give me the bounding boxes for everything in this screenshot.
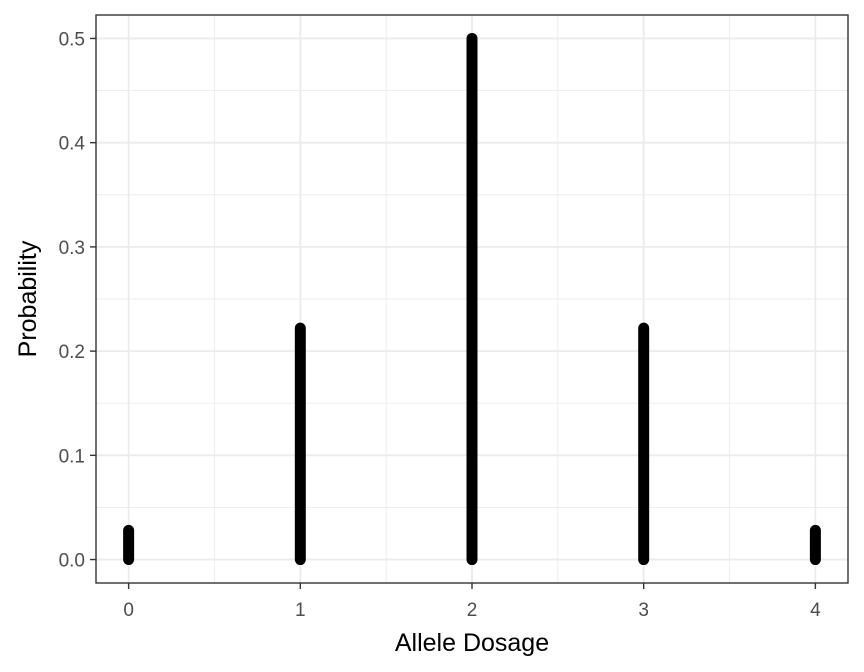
y-tick-label: 0.3 [59,238,85,259]
y-tick-label: 0.0 [59,551,85,572]
x-tick-label: 0 [123,600,134,621]
data-points [123,32,821,566]
x-axis-ticks: 0 1 2 3 4 [123,583,821,621]
x-tick-label: 1 [295,600,306,621]
y-tick-label: 0.4 [59,134,86,155]
y-tick-label: 0.2 [59,342,85,363]
y-axis-title: Probability [14,240,42,357]
y-tick-label: 0.5 [59,29,85,50]
y-axis-ticks: 0.0 0.1 0.2 0.3 0.4 0.5 [59,29,96,572]
x-tick-label: 2 [467,600,478,621]
x-tick-label: 4 [810,600,821,621]
x-axis-title: Allele Dosage [395,629,549,657]
x-tick-label: 3 [638,600,649,621]
y-tick-label: 0.1 [59,446,85,467]
